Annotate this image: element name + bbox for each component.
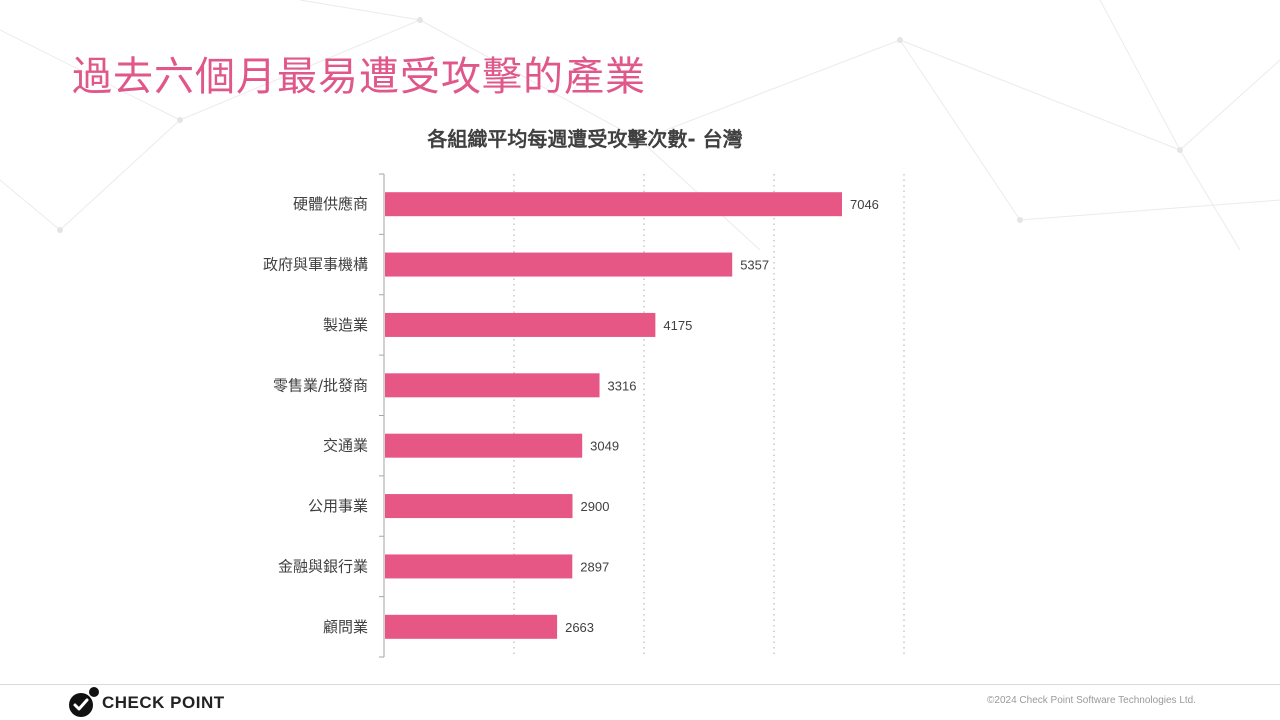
bar (385, 433, 583, 458)
bar (385, 312, 656, 337)
slide-title: 過去六個月最易遭受攻擊的產業 (72, 54, 646, 100)
bar (385, 192, 842, 217)
category-label: 硬體供應商 (293, 195, 368, 213)
chart-title: 各組織平均每週遭受攻擊次數- 台灣 (426, 127, 742, 151)
data-label: 3049 (590, 439, 619, 454)
data-label: 5357 (740, 258, 769, 273)
value-labels: 7046 5357 4175 3316 3049 2900 2897 2663 (565, 197, 879, 635)
copyright-text: ©2024 Check Point Software Technologies … (987, 695, 1196, 706)
bar (385, 252, 733, 277)
bar (385, 494, 573, 519)
data-label: 2900 (581, 499, 610, 514)
category-label: 政府與軍事機構 (263, 256, 368, 274)
bar (385, 554, 573, 579)
category-label: 金融與銀行業 (278, 557, 368, 575)
logo-text: CHECK POINT (102, 693, 225, 712)
data-label: 4175 (663, 318, 692, 333)
y-axis-ticks (379, 173, 384, 658)
check-point-logo: CHECK POINT (66, 686, 225, 720)
network-background (0, 0, 1280, 251)
category-label: 製造業 (323, 316, 368, 334)
check-point-logo-icon (69, 687, 99, 717)
data-label: 2897 (580, 559, 609, 574)
bars (385, 192, 842, 639)
data-label: 7046 (850, 197, 879, 212)
bar (385, 614, 558, 639)
category-label: 零售業/批發商 (273, 376, 368, 394)
gridlines (513, 174, 905, 657)
footer-divider (0, 684, 1280, 685)
category-label: 顧問業 (323, 618, 368, 636)
category-label: 公用事業 (308, 497, 368, 515)
bar (385, 373, 600, 398)
data-label: 3316 (608, 378, 637, 393)
data-label: 2663 (565, 620, 594, 635)
category-label: 交通業 (323, 437, 368, 455)
